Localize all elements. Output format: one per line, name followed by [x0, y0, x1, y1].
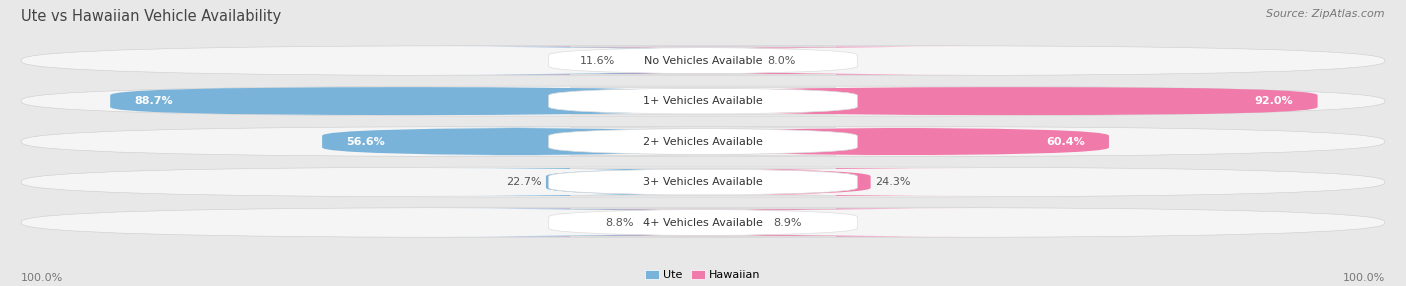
FancyBboxPatch shape [423, 47, 907, 75]
Text: 2+ Vehicles Available: 2+ Vehicles Available [643, 137, 763, 146]
FancyBboxPatch shape [21, 46, 1385, 76]
Text: Source: ZipAtlas.com: Source: ZipAtlas.com [1267, 9, 1385, 19]
FancyBboxPatch shape [477, 47, 983, 75]
Text: 22.7%: 22.7% [506, 177, 541, 187]
FancyBboxPatch shape [21, 86, 1385, 116]
Text: 4+ Vehicles Available: 4+ Vehicles Available [643, 218, 763, 228]
FancyBboxPatch shape [696, 128, 1109, 156]
FancyBboxPatch shape [583, 168, 983, 196]
Text: 60.4%: 60.4% [1046, 137, 1084, 146]
FancyBboxPatch shape [696, 87, 1317, 115]
Text: 56.6%: 56.6% [346, 137, 385, 146]
Text: 100.0%: 100.0% [1343, 273, 1385, 283]
FancyBboxPatch shape [423, 208, 925, 237]
FancyBboxPatch shape [322, 128, 710, 156]
FancyBboxPatch shape [423, 168, 832, 196]
FancyBboxPatch shape [548, 128, 858, 155]
FancyBboxPatch shape [548, 209, 858, 236]
Text: 100.0%: 100.0% [21, 273, 63, 283]
Text: 8.0%: 8.0% [768, 55, 796, 65]
Text: 3+ Vehicles Available: 3+ Vehicles Available [643, 177, 763, 187]
Text: 92.0%: 92.0% [1254, 96, 1294, 106]
FancyBboxPatch shape [21, 127, 1385, 156]
Text: 8.9%: 8.9% [773, 218, 801, 228]
Text: 11.6%: 11.6% [579, 55, 614, 65]
Text: Ute vs Hawaiian Vehicle Availability: Ute vs Hawaiian Vehicle Availability [21, 9, 281, 23]
FancyBboxPatch shape [21, 167, 1385, 197]
FancyBboxPatch shape [548, 47, 858, 74]
Text: 8.8%: 8.8% [605, 218, 634, 228]
Text: No Vehicles Available: No Vehicles Available [644, 55, 762, 65]
Legend: Ute, Hawaiian: Ute, Hawaiian [645, 270, 761, 281]
FancyBboxPatch shape [548, 168, 858, 196]
Text: 1+ Vehicles Available: 1+ Vehicles Available [643, 96, 763, 106]
Text: 24.3%: 24.3% [875, 177, 911, 187]
FancyBboxPatch shape [482, 208, 983, 237]
FancyBboxPatch shape [21, 208, 1385, 237]
FancyBboxPatch shape [548, 87, 858, 115]
Text: 88.7%: 88.7% [135, 96, 173, 106]
FancyBboxPatch shape [110, 87, 710, 115]
